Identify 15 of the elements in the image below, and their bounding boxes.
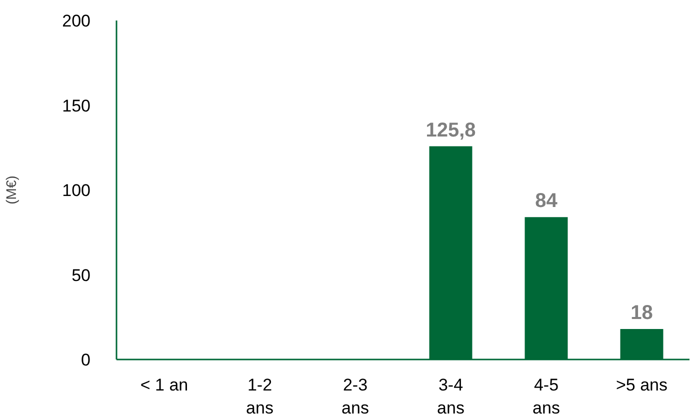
y-tick-label: 100 (62, 181, 91, 200)
y-axis-title: (M€) (3, 176, 20, 204)
x-tick-label: 4-5 ans (532, 376, 560, 418)
x-tick-label: 2-3 ans (342, 376, 369, 418)
x-tick-label: 1-2 ans (246, 376, 274, 418)
x-tick-label: >5 ans (616, 376, 668, 394)
y-tick-label: 0 (81, 350, 91, 370)
y-tick-label: 150 (62, 96, 91, 116)
y-tick-label: 200 (62, 12, 91, 30)
data-label: 18 (630, 302, 653, 324)
x-tick-label: < 1 an (140, 376, 188, 394)
y-tick-label: 50 (72, 266, 91, 285)
data-label: 125,8 (426, 119, 476, 142)
x-tick-label: 3-4 ans (437, 376, 464, 418)
data-label: 84 (535, 190, 558, 212)
